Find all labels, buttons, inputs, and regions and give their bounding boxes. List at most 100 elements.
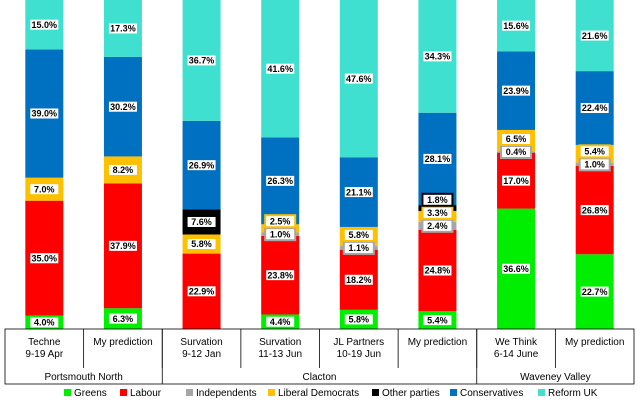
legend-label-other-parties: Other parties (382, 388, 440, 399)
data-label-box-liberal-democrats-2 (106, 162, 139, 177)
legend-swatch-reform-uk (538, 389, 545, 396)
data-label-independents-7: 0.4% (506, 147, 527, 157)
data-label-labour-6: 24.8% (425, 266, 451, 276)
data-label-box-labour-8 (578, 203, 611, 218)
data-label-box-conservatives-8 (578, 101, 611, 116)
data-label-independents-5: 1.1% (349, 243, 370, 253)
data-label-labour-3: 22.9% (189, 286, 215, 296)
category-axis: Portsmouth North Clacton Waveney Valley Tec… (4, 328, 635, 385)
data-label-independents-8: 1.0% (584, 160, 605, 170)
legend-label-conservatives: Conservatives (460, 388, 523, 399)
data-label-greens-6: 5.4% (427, 315, 448, 325)
data-label-box-greens-6 (421, 313, 454, 328)
group-label-waveney-valley: Waveney Valley (520, 372, 591, 383)
data-label-box-labour-7 (500, 173, 533, 188)
data-label-box-reform-uk-3 (185, 53, 218, 68)
data-label-reform-uk-6: 34.3% (425, 52, 451, 62)
data-label-greens-7: 36.6% (503, 264, 529, 274)
data-label-labour-8: 26.8% (582, 205, 608, 215)
data-label-box-other-parties-6 (421, 192, 454, 207)
legend-swatch-liberal-democrats (268, 389, 275, 396)
category-label-4-line-2: 11-13 Jun (258, 349, 302, 360)
data-labels-layer: 4.0% 35.0% 7.0% 39.0% 15.0% 6.3% 37.9% 8.2% 30.2… (28, 17, 611, 330)
category-label-8-line-1: My prediction (565, 337, 624, 348)
data-label-reform-uk-5: 47.6% (346, 74, 372, 84)
legend-label-independents: Independents (196, 388, 257, 399)
data-label-liberal-democrats-3: 5.8% (191, 239, 212, 249)
data-label-liberal-democrats-1: 7.0% (34, 184, 55, 194)
group-label-clacton: Clacton (303, 372, 337, 383)
data-label-box-labour-1 (28, 251, 61, 266)
data-label-box-other-parties-3 (185, 214, 218, 229)
data-label-box-greens-8 (578, 284, 611, 299)
data-label-liberal-democrats-2: 8.2% (113, 165, 134, 175)
data-label-reform-uk-8: 21.6% (582, 31, 608, 41)
category-label-1-line-1: Techne (28, 337, 61, 348)
data-label-labour-5: 18.2% (346, 275, 372, 285)
category-label-1-line-2: 9-19 Apr (25, 349, 63, 360)
data-label-conservatives-3: 26.9% (189, 160, 215, 170)
data-label-liberal-democrats-8: 5.4% (584, 147, 605, 157)
data-label-greens-2: 6.3% (113, 314, 134, 324)
data-label-box-labour-5 (342, 272, 375, 287)
category-label-5-line-1: JL Partners (333, 337, 384, 348)
data-label-box-greens-4 (264, 314, 297, 329)
data-label-conservatives-5: 21.1% (346, 187, 372, 197)
data-label-independents-6: 2.4% (427, 221, 448, 231)
group-label-portsmouth-north: Portsmouth North (44, 372, 122, 383)
data-label-box-reform-uk-7 (500, 18, 533, 33)
data-label-conservatives-7: 23.9% (503, 86, 529, 96)
data-label-box-labour-2 (106, 238, 139, 253)
data-label-conservatives-6: 28.1% (425, 154, 451, 164)
legend-label-liberal-democrats: Liberal Democrats (278, 388, 359, 399)
legend-swatch-labour (120, 389, 127, 396)
legend-swatch-greens (64, 389, 71, 396)
data-label-box-greens-5 (342, 312, 375, 327)
data-label-box-liberal-democrats-4 (264, 214, 297, 229)
data-label-greens-5: 5.8% (349, 315, 370, 325)
data-label-box-labour-4 (264, 268, 297, 283)
data-label-reform-uk-7: 15.6% (503, 21, 529, 31)
data-label-box-conservatives-5 (342, 185, 375, 200)
legend-swatch-independents (186, 389, 193, 396)
data-label-box-labour-3 (185, 284, 218, 299)
data-label-box-reform-uk-4 (264, 61, 297, 76)
data-label-box-reform-uk-2 (106, 21, 139, 36)
data-label-reform-uk-4: 41.6% (267, 64, 293, 74)
data-label-greens-1: 4.0% (34, 318, 55, 328)
data-label-box-reform-uk-8 (578, 28, 611, 43)
data-label-conservatives-8: 22.4% (582, 103, 608, 113)
category-label-4-line-1: Survation (259, 337, 301, 348)
data-label-reform-uk-1: 15.0% (32, 20, 58, 30)
data-label-box-reform-uk-1 (28, 17, 61, 32)
data-label-liberal-democrats-5: 5.8% (349, 230, 370, 240)
data-label-box-greens-7 (500, 261, 533, 276)
legend-label-labour: Labour (130, 388, 162, 399)
data-label-liberal-democrats-4: 2.5% (270, 216, 291, 226)
data-label-box-conservatives-3 (185, 158, 218, 173)
data-label-liberal-democrats-6: 3.3% (427, 208, 448, 218)
data-label-box-conservatives-2 (106, 99, 139, 114)
data-label-conservatives-4: 26.3% (267, 176, 293, 186)
data-label-labour-2: 37.9% (110, 241, 136, 251)
data-label-conservatives-2: 30.2% (110, 102, 136, 112)
data-label-other-parties-6: 1.8% (427, 195, 448, 205)
data-label-box-conservatives-1 (28, 106, 61, 121)
data-label-other-parties-3: 7.6% (191, 217, 212, 227)
data-label-labour-1: 35.0% (32, 253, 58, 263)
category-label-3-line-1: Survation (180, 337, 222, 348)
data-label-box-liberal-democrats-5 (342, 227, 375, 242)
data-label-box-labour-6 (421, 263, 454, 278)
data-label-box-conservatives-6 (421, 151, 454, 166)
legend-label-greens: Greens (74, 388, 107, 399)
data-label-box-conservatives-7 (500, 83, 533, 98)
category-label-5-line-2: 10-19 Jun (337, 349, 381, 360)
data-label-greens-8: 22.7% (582, 287, 608, 297)
data-label-labour-7: 17.0% (503, 176, 529, 186)
data-label-reform-uk-3: 36.7% (189, 56, 215, 66)
legend: Greens Labour Independents Liberal Democrat… (64, 388, 598, 399)
legend-swatch-conservatives (450, 389, 457, 396)
data-label-box-greens-2 (106, 311, 139, 326)
category-label-2-line-1: My prediction (93, 337, 152, 348)
